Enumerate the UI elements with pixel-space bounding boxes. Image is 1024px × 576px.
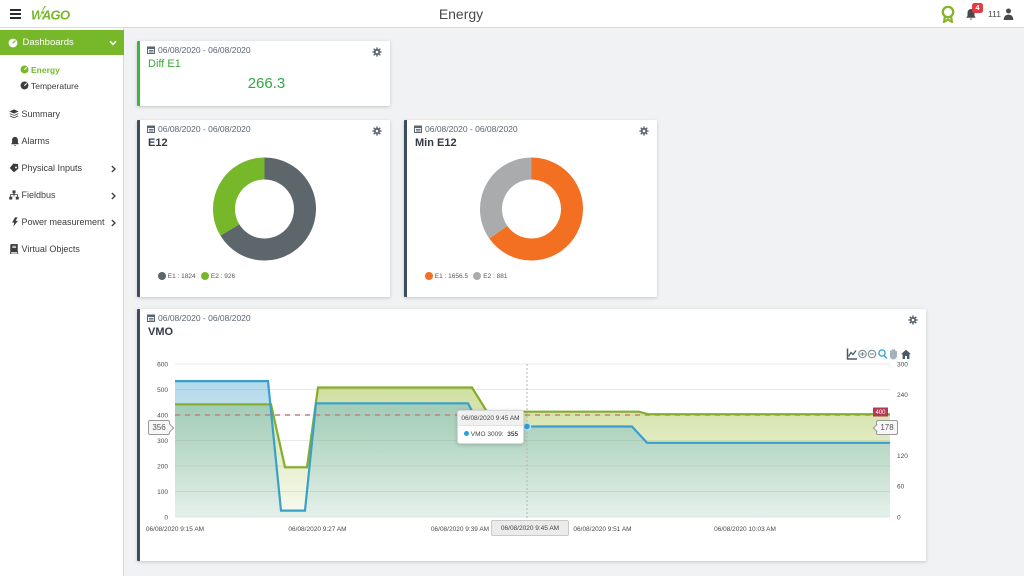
svg-text:300: 300 [897, 362, 908, 369]
svg-text:06/08/2020 9:51 AM: 06/08/2020 9:51 AM [573, 526, 631, 533]
svg-text:400: 400 [157, 413, 168, 420]
svg-text:06/08/2020 9:27 AM: 06/08/2020 9:27 AM [288, 526, 346, 533]
svg-text:200: 200 [157, 464, 168, 471]
svg-text:500: 500 [157, 387, 168, 394]
svg-text:120: 120 [897, 453, 908, 460]
svg-text:300: 300 [157, 438, 168, 445]
svg-text:100: 100 [157, 489, 168, 496]
svg-text:400: 400 [875, 410, 886, 416]
svg-text:06/08/2020 9:15 AM: 06/08/2020 9:15 AM [146, 526, 204, 533]
svg-text:0: 0 [164, 515, 168, 522]
svg-text:06/08/2020 10:03 AM: 06/08/2020 10:03 AM [714, 526, 776, 533]
svg-text:600: 600 [157, 362, 168, 369]
svg-text:06/08/2020 9:39 AM: 06/08/2020 9:39 AM [431, 526, 489, 533]
svg-text:60: 60 [897, 484, 905, 491]
svg-text:240: 240 [897, 392, 908, 399]
svg-text:0: 0 [897, 515, 901, 522]
